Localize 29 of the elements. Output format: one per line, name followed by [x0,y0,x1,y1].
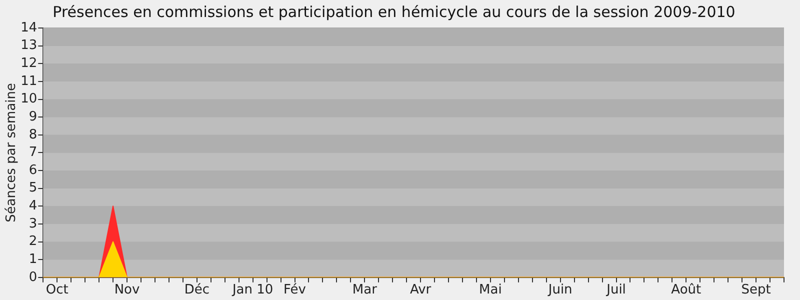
x-tick-label: Sept [741,282,771,298]
x-tick-label: Jan 10 [231,282,274,298]
x-tick-label: Oct [46,282,68,298]
y-tick-label: 1 [28,252,38,267]
y-tick-label: 3 [28,216,38,232]
y-tick-label: 10 [20,92,38,107]
y-tick-label: 5 [28,180,38,196]
y-tick-label: 0 [28,270,38,285]
y-tick-label: 14 [20,20,38,36]
y-tick-label: 12 [20,56,38,72]
x-tick-label: Juil [606,282,626,298]
y-tick-label: 11 [20,74,38,89]
y-tick-label: 4 [28,198,38,214]
y-tick-label: 6 [28,162,38,178]
y-tick-label: 9 [28,109,38,124]
x-tick-label: Déc [184,282,210,298]
y-tick-label: 7 [28,145,38,160]
x-tick-label: Mai [479,282,502,298]
x-tick-label: Fév [284,282,306,298]
x-tick-label: Avr [410,282,432,298]
y-axis-title: Séances par semaine [4,82,20,222]
chart-title: Présences en commissions et participation en hémicycle au cours de la session 2009-2010 [52,2,736,21]
y-tick-label: 8 [28,127,38,142]
x-tick-label: Nov [114,282,140,298]
x-tick-label: Mar [352,282,378,298]
y-tick-label: 13 [20,38,38,54]
x-tick-label: Août [671,282,702,298]
x-tick-label: Juin [547,282,572,298]
y-tick-label: 2 [28,234,38,250]
